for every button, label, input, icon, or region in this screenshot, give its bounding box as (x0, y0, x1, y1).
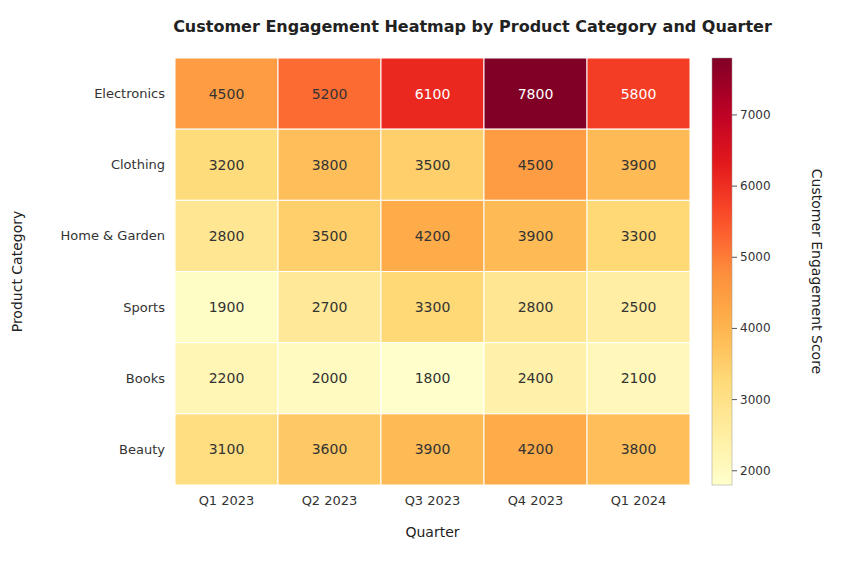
heatmap-cell (278, 272, 381, 343)
heatmap-cell (175, 129, 278, 200)
data-label: 2800 (209, 228, 245, 244)
heatmap-cell (484, 272, 587, 343)
data-label: 3200 (209, 157, 245, 173)
colorbar-tick-label: 2000 (740, 464, 771, 478)
data-label: 3100 (209, 441, 245, 457)
colorbar-tick-label: 7000 (740, 108, 771, 122)
colorbar: 2000 3000 4000 5000 6000 7000 Customer Engagem… (712, 58, 825, 485)
heatmap-cell (381, 58, 484, 129)
data-label: 4500 (518, 157, 554, 173)
heatmap-cell (175, 58, 278, 129)
heatmap-cell (278, 58, 381, 129)
data-label: 2700 (312, 299, 348, 315)
data-label: 3800 (621, 441, 657, 457)
y-axis: Electronics Clothing Home & Garden Sports Bo… (9, 86, 165, 457)
heatmap-cell (484, 414, 587, 485)
colorbar-label: Customer Engagement Score (809, 169, 825, 374)
data-label: 2400 (518, 370, 554, 386)
page: {"chart_data": {"type": "heatmap", "titl… (0, 0, 848, 565)
colorbar-tick-label: 6000 (740, 179, 771, 193)
heatmap-cell (484, 129, 587, 200)
colorbar-scale (712, 58, 732, 485)
heatmap-cell (278, 343, 381, 414)
data-label: 2200 (209, 370, 245, 386)
data-label: 3600 (312, 441, 348, 457)
data-label: 4500 (209, 86, 245, 102)
heatmap-cell (587, 129, 690, 200)
chart-svg: Customer Engagement Heatmap by Product C… (0, 0, 848, 565)
heatmap-cell (175, 343, 278, 414)
y-tick-label: Electronics (94, 86, 165, 101)
data-label: 2000 (312, 370, 348, 386)
heatmap-cell (381, 343, 484, 414)
title: Customer Engagement Heatmap by Product C… (173, 17, 772, 36)
y-tick-label: Home & Garden (61, 228, 165, 243)
colorbar-tick (732, 328, 737, 329)
data-label: 6100 (415, 86, 451, 102)
data-label: 5200 (312, 86, 348, 102)
heatmap-cell (484, 200, 587, 271)
x-tick-label: Q1 2023 (199, 493, 255, 508)
heatmap-cell (175, 200, 278, 271)
colorbar-tick-label: 5000 (740, 250, 771, 264)
data-label: 3900 (415, 441, 451, 457)
data-label: 2800 (518, 299, 554, 315)
chart-container: Customer Engagement Heatmap by Product C… (0, 0, 848, 565)
heatmap-cell (484, 58, 587, 129)
y-tick-label: Beauty (119, 442, 165, 457)
data-label: 2500 (621, 299, 657, 315)
heatmap-cell (381, 272, 484, 343)
heatmap-cell (587, 343, 690, 414)
data-label: 3500 (415, 157, 451, 173)
cells (175, 58, 690, 485)
data-label: 3500 (312, 228, 348, 244)
x-tick-label: Q3 2023 (405, 493, 461, 508)
colorbar-tick-label: 3000 (740, 393, 771, 407)
data-label: 5800 (621, 86, 657, 102)
data-label: 7800 (518, 86, 554, 102)
x-tick-label: Q4 2023 (508, 493, 564, 508)
colorbar-tick (732, 470, 737, 471)
data-label: 3900 (518, 228, 554, 244)
data-label: 3300 (415, 299, 451, 315)
heatmap-cell (381, 129, 484, 200)
data-label: 1800 (415, 370, 451, 386)
data-label: 3300 (621, 228, 657, 244)
y-tick-label: Books (126, 371, 165, 386)
cell-labels: 4500 5200 6100 7800 5800 3200 3800 3500 4500 3900… (209, 86, 657, 458)
heatmap-cell (587, 272, 690, 343)
heatmap-cell (484, 343, 587, 414)
x-axis: Q1 2023 Q2 2023 Q3 2023 Q4 2023 Q1 2024 Quart… (199, 493, 667, 540)
heatmap-cell (278, 129, 381, 200)
heatmap-cell (175, 414, 278, 485)
data-label: 2100 (621, 370, 657, 386)
data-label: 1900 (209, 299, 245, 315)
y-tick-label: Clothing (111, 157, 165, 172)
heatmap-cell (381, 200, 484, 271)
colorbar-tick (732, 399, 737, 400)
heatmap-cell (278, 200, 381, 271)
heatmap-cell (587, 414, 690, 485)
data-label: 3800 (312, 157, 348, 173)
data-label: 3900 (621, 157, 657, 173)
heatmap-cell (381, 414, 484, 485)
colorbar-tick-label: 4000 (740, 321, 771, 335)
heatmap-cell (587, 200, 690, 271)
colorbar-tick (732, 257, 737, 258)
y-axis-label: Product Category (9, 211, 25, 333)
data-label: 4200 (518, 441, 554, 457)
y-tick-label: Sports (123, 300, 165, 315)
colorbar-tick (732, 186, 737, 187)
x-tick-label: Q1 2024 (611, 493, 667, 508)
x-axis-label: Quarter (405, 524, 459, 540)
heatmap-cell (175, 272, 278, 343)
x-tick-label: Q2 2023 (302, 493, 358, 508)
colorbar-tick (732, 114, 737, 115)
data-label: 4200 (415, 228, 451, 244)
heatmap-cell (587, 58, 690, 129)
heatmap-cell (278, 414, 381, 485)
